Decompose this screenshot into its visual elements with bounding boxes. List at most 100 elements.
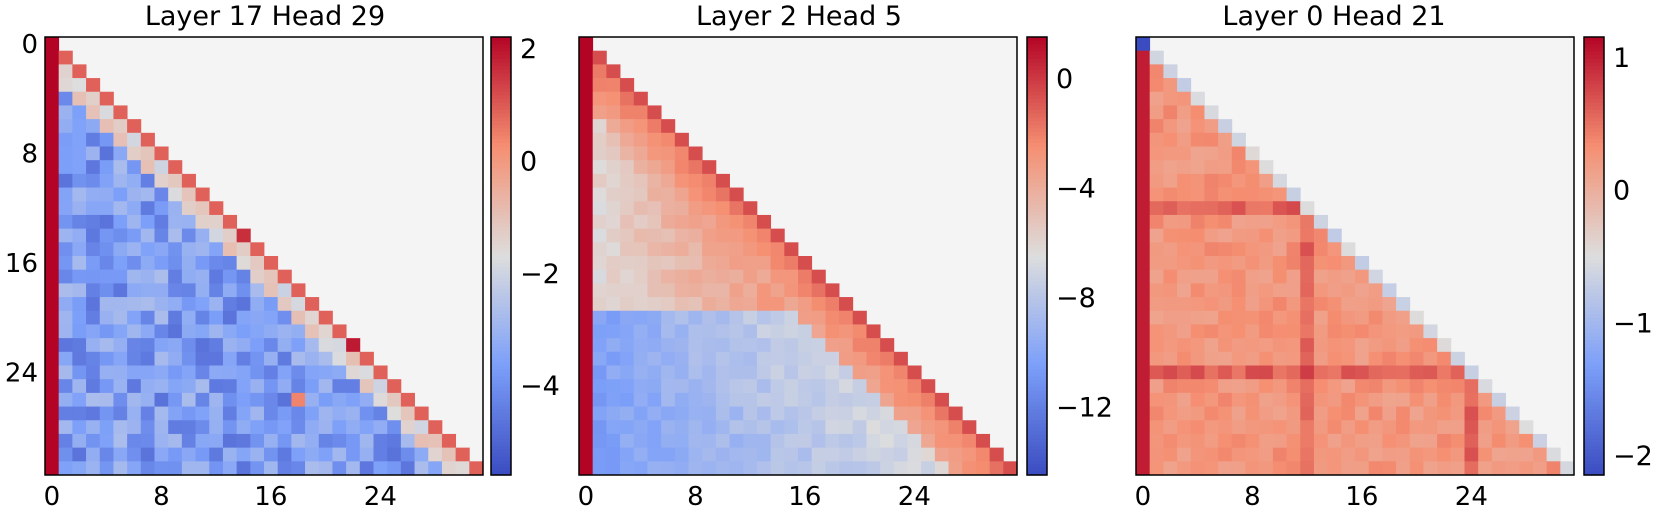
heatmap-cell xyxy=(825,297,840,312)
heatmap-cell xyxy=(633,297,648,312)
heatmap-cell xyxy=(72,132,87,147)
heatmap-cell xyxy=(318,324,333,339)
heatmap-cell xyxy=(168,447,183,462)
heatmap-cell xyxy=(1327,433,1342,449)
colorbar-segment xyxy=(1027,139,1047,144)
colorbar-segment xyxy=(1584,299,1604,305)
colorbar-segment xyxy=(1584,281,1604,286)
heatmap-cell xyxy=(633,310,648,325)
heatmap-cell xyxy=(839,420,854,435)
heatmap-cell xyxy=(729,433,744,449)
heatmap-cell xyxy=(1560,461,1575,476)
heatmap-cell xyxy=(770,392,785,407)
heatmap-cell xyxy=(58,365,73,380)
heatmap-cell xyxy=(647,420,662,435)
heatmap-cell xyxy=(647,214,662,230)
heatmap-cell xyxy=(291,392,306,407)
heatmap-cell xyxy=(1259,406,1274,421)
colorbar-segment xyxy=(1027,292,1047,297)
heatmap-cell xyxy=(1136,365,1151,380)
heatmap-cell xyxy=(1190,256,1205,271)
heatmap-cell xyxy=(674,228,689,243)
heatmap-cell xyxy=(606,214,621,230)
colorbar-segment xyxy=(491,329,511,334)
heatmap-cell xyxy=(140,324,155,339)
colorbar-segment xyxy=(1584,361,1604,367)
heatmap-cell xyxy=(839,297,854,312)
heatmap-cell xyxy=(1218,228,1233,243)
heatmap-cell xyxy=(86,351,101,366)
heatmap-cell xyxy=(305,338,320,353)
heatmap-cell xyxy=(1245,146,1260,161)
heatmap-cell xyxy=(1136,324,1151,339)
heatmap-cell xyxy=(1149,105,1164,120)
heatmap-cell xyxy=(962,433,977,449)
heatmap-cell xyxy=(305,365,320,380)
heatmap-cell xyxy=(661,461,676,476)
heatmap-cell xyxy=(579,173,594,188)
heatmap-frame xyxy=(1135,36,1575,476)
colorbar-segment xyxy=(1027,208,1047,213)
colorbar-segment xyxy=(1584,175,1604,180)
heatmap-cell xyxy=(1327,392,1342,407)
colorbar-segment xyxy=(491,252,511,257)
heatmap-cell xyxy=(743,310,758,325)
heatmap-cell xyxy=(168,420,183,435)
heatmap-cell xyxy=(113,201,128,216)
heatmap-cell xyxy=(1272,297,1287,312)
heatmap-cell xyxy=(86,214,101,230)
heatmap-cell xyxy=(58,406,73,421)
heatmap-cell xyxy=(1136,64,1151,79)
colorbar-segment xyxy=(1027,44,1047,49)
heatmap-cell xyxy=(250,379,265,394)
heatmap-cell xyxy=(1218,324,1233,339)
colorbar-segment xyxy=(491,117,511,122)
colorbar-segment xyxy=(491,197,511,202)
heatmap-cell xyxy=(729,283,744,298)
heatmap-cell xyxy=(45,214,60,230)
heatmap-cell xyxy=(99,119,114,134)
heatmap-cell xyxy=(1149,132,1164,147)
heatmap-cell xyxy=(893,365,908,380)
heatmap-cell xyxy=(113,461,128,476)
colorbar-segment xyxy=(1584,383,1604,388)
heatmap-cell xyxy=(1190,187,1205,202)
colorbar-segment xyxy=(1027,259,1047,264)
heatmap-cell xyxy=(592,324,607,339)
colorbar-segment xyxy=(1027,266,1047,272)
colorbar-segment xyxy=(491,208,511,213)
heatmap-cell xyxy=(606,64,621,79)
heatmap-cell xyxy=(633,119,648,134)
heatmap-cell xyxy=(907,365,922,380)
heatmap-cell xyxy=(620,406,635,421)
heatmap-cell xyxy=(1396,351,1411,366)
colorbar-segment xyxy=(1584,164,1604,169)
heatmap-cell xyxy=(154,379,169,394)
colorbar-segment xyxy=(491,168,511,173)
heatmap-cell xyxy=(825,447,840,462)
heatmap-cell xyxy=(1532,433,1548,449)
x-tick-label: 0 xyxy=(44,482,61,507)
heatmap-cell xyxy=(674,420,689,435)
heatmap-cell xyxy=(127,297,142,312)
heatmap-cell xyxy=(1327,420,1342,435)
colorbar-segment xyxy=(1027,241,1047,246)
heatmap-cell xyxy=(58,324,73,339)
heatmap-cell xyxy=(702,379,717,394)
heatmap-cell xyxy=(1382,392,1397,407)
heatmap-cell xyxy=(702,338,717,353)
heatmap-cell xyxy=(168,173,183,188)
heatmap-cell xyxy=(811,392,826,407)
heatmap-cell xyxy=(1437,351,1452,366)
heatmap-cell xyxy=(45,91,60,106)
heatmap-cell xyxy=(633,132,648,147)
heatmap-cell xyxy=(86,146,101,161)
colorbar-segment xyxy=(1027,99,1047,104)
heatmap-cell xyxy=(1259,420,1274,435)
heatmap-cell xyxy=(784,310,799,325)
heatmap-cell xyxy=(1327,406,1342,421)
heatmap-cell xyxy=(359,406,374,421)
heatmap-cell xyxy=(1286,433,1301,449)
heatmap-cell xyxy=(1218,461,1233,476)
colorbar-segment xyxy=(491,336,511,341)
